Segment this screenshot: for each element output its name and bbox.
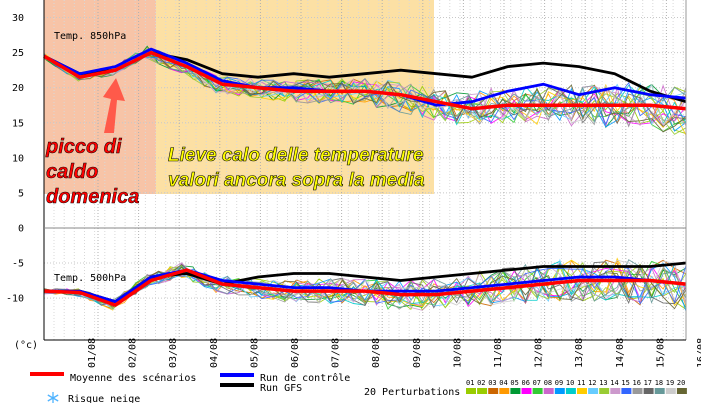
perturbation-line-500: [43, 265, 687, 305]
perturbation-swatch: [554, 388, 565, 394]
x-tick-label: 14/08: [615, 338, 626, 368]
perturbation-number: 04: [499, 379, 507, 387]
x-tick-label: 11/08: [493, 338, 504, 368]
x-tick-label: 05/08: [249, 338, 260, 368]
legend-control-label: Run de contrôle: [260, 372, 350, 384]
panel-title-500: Temp. 500hPa: [54, 273, 126, 284]
legend-mean-label: Moyenne des scénarios: [70, 372, 196, 384]
x-tick-label: 13/08: [574, 338, 585, 368]
legend-gfs-label: Run GFS: [260, 383, 302, 394]
perturbation-number: 02: [477, 379, 485, 387]
perturbation-number: 15: [621, 379, 629, 387]
peak-annotation: picco di caldo domenica: [45, 136, 140, 209]
perturbation-swatch: [565, 388, 576, 394]
perturbation-number: 07: [533, 379, 541, 387]
x-tick-label: 08/08: [371, 338, 382, 368]
x-tick-label: 15/08: [655, 338, 666, 368]
series-500-mean: [43, 268, 687, 307]
x-tick-label: 10/08: [452, 338, 463, 368]
peak-highlight-box: [44, 0, 156, 194]
x-tick-label: 07/08: [331, 338, 342, 368]
x-tick-label: 03/08: [168, 338, 179, 368]
x-tick-label: 09/08: [412, 338, 423, 368]
perturbation-swatch: [599, 388, 610, 394]
perturbation-swatch: [499, 388, 510, 394]
legend-snow-label: Risque neige: [68, 394, 140, 403]
x-tick-label: 16/08: [696, 338, 701, 368]
decline-annotation: Lieve calo delle temperature valori anco…: [168, 145, 426, 192]
perturbation-swatch: [654, 388, 665, 394]
y-tick-label-850: 20: [12, 83, 24, 94]
unit-label: (°c): [14, 340, 38, 351]
y-tick-label-850: 10: [12, 153, 24, 164]
perturbation-number: 11: [577, 379, 585, 387]
perturbation-legend: 01 02 03 04 05 06 07 08 09 10 11 12 13 14 15 16 17 18 19 20: [466, 379, 687, 394]
legend: Moyenne des scénarios Run de contrôle Ru…: [30, 372, 687, 405]
perturbation-swatch: [610, 388, 621, 394]
x-tick-label: 01/08: [87, 338, 98, 368]
red-arrow-icon: [103, 78, 125, 133]
perturbation-swatch: [676, 388, 687, 394]
highlight-layer: [44, 0, 434, 194]
y-tick-label-500: -5: [12, 259, 24, 270]
perturbation-number: 12: [588, 379, 596, 387]
x-tick-label: 12/08: [534, 338, 545, 368]
perturbation-number: 19: [666, 379, 674, 387]
perturbation-number: 17: [644, 379, 652, 387]
y-tick-label-850: 25: [12, 48, 24, 59]
perturbation-number: 06: [522, 379, 530, 387]
perturbation-number: 01: [466, 379, 474, 387]
series-layer: [43, 45, 687, 312]
perturbation-swatch: [477, 388, 488, 394]
perturbation-swatch: [510, 388, 521, 394]
snowflake-icon: [47, 392, 59, 404]
x-tick-label: 04/08: [209, 338, 220, 368]
perturbation-swatch: [621, 388, 632, 394]
perturbation-number: 08: [544, 379, 552, 387]
perturbation-number: 14: [610, 379, 618, 387]
perturbation-number: 20: [677, 379, 685, 387]
perturbation-swatch: [577, 388, 587, 394]
y-tick-label-850: 15: [12, 118, 24, 129]
perturbation-line-850: [43, 55, 687, 128]
perturbation-line-500: [43, 261, 687, 309]
perturbation-swatch: [643, 388, 654, 394]
perturbation-number: 13: [599, 379, 607, 387]
y-tick-label-850: 30: [12, 13, 24, 24]
y-tick-label-850: 0: [18, 224, 24, 235]
perturbation-number: 09: [555, 379, 563, 387]
perturbation-swatch: [532, 388, 543, 394]
x-tick-label: 06/08: [290, 338, 301, 368]
x-tick-label: 02/08: [128, 338, 139, 368]
axis-layer: 30 25 20 15 10 5 0 -5 -10 01/08 02/08 03/08 04/08 05/…: [6, 0, 701, 368]
perturbation-number: 03: [488, 379, 496, 387]
perturbation-swatch: [488, 388, 499, 394]
decline-annotation-line-1: Lieve calo delle temperature: [168, 145, 424, 166]
perturbation-number: 16: [633, 379, 641, 387]
perturbation-number: 05: [510, 379, 518, 387]
perturbation-number: 10: [566, 379, 574, 387]
y-tick-label-850: 5: [18, 188, 24, 199]
perturbation-swatch: [632, 388, 643, 394]
perturbation-swatch: [588, 388, 599, 394]
perturbation-line-850: [43, 54, 687, 133]
perturbation-swatch: [466, 388, 476, 394]
peak-annotation-line-1: picco di: [45, 136, 122, 158]
legend-perturbations-label: 20 Perturbations: [364, 387, 460, 398]
series-850-mean: [43, 50, 687, 111]
perturbation-swatch: [521, 388, 532, 394]
panel-title-850: Temp. 850hPa: [54, 31, 126, 42]
perturbation-swatch: [543, 388, 554, 394]
peak-annotation-line-3: domenica: [46, 186, 139, 208]
decline-annotation-line-2: valori ancora sopra la media: [168, 170, 425, 191]
perturbation-swatch: [665, 388, 676, 394]
peak-annotation-line-2: caldo: [46, 161, 98, 183]
perturbation-number: 18: [655, 379, 663, 387]
y-tick-label-500: -10: [6, 294, 24, 305]
